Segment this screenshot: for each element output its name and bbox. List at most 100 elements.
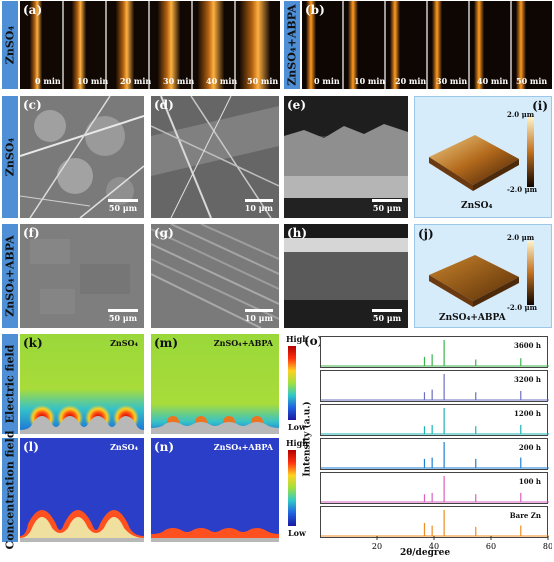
time-label: 0 min [35,76,61,86]
time-label: 0 min [314,76,340,86]
scale-bar-label: 50 μm [108,313,138,323]
optical-panel-a: (a) 0 min 10 min 20 min 30 min 40 min 50… [20,1,280,89]
panel-label-b: (b) [305,3,325,17]
side-label-text: ZnSO₄ [3,137,17,177]
afm-image-i [429,117,534,191]
side-label-text: ZnSO₄+ABPA [3,235,17,317]
xrd-series-plot [321,374,549,401]
panel-label-a: (a) [23,3,43,17]
xrd-series-panel: 100 h [320,472,549,504]
afm-panel-i: (i) 2.0 μm -2.0 μm ZnSO₄ [414,96,552,218]
scale-bar-e: 50 μm [372,199,402,213]
afm-scale-bottom: -2.0 μm [507,303,538,312]
panel-label-f: (f) [23,226,40,240]
xrd-series-label: 200 h [518,443,541,452]
xrd-series-plot [321,476,549,503]
panel-label-d: (d) [154,98,174,112]
sim-panel-k: (k) ZnSO₄ [20,334,144,434]
side-label-row1-right: ZnSO₄+ABPA [284,1,300,89]
afm-caption: ZnSO₄ [461,201,493,211]
afm-scale-bottom: -2.0 μm [507,185,538,194]
xrd-series-label: 100 h [518,477,541,486]
scale-bar-f: 50 μm [108,309,138,323]
xrd-series-panel: 1200 h [320,404,549,436]
sim-panel-m: (m) ZnSO₄+ABPA [151,334,279,434]
panel-label-j: (j) [418,227,434,241]
sim-title-n: ZnSO₄+ABPA [213,442,273,452]
scale-bar-d: 10 μm [245,199,273,213]
scale-bar-label: 50 μm [108,203,138,213]
xrd-series-label: 1200 h [513,409,541,418]
side-label-text: ZnSO₄+ABPA [285,4,299,86]
x-axis: 20 40 60 80 [372,536,552,551]
x-tick-label: 80 [543,542,552,551]
time-label: 10 min [77,76,109,86]
panel-label-g: (g) [154,226,174,240]
afm-scale-top: 2.0 μm [507,233,535,242]
panel-label-m: (m) [154,336,179,350]
scale-bar-label: 10 μm [244,203,273,213]
colorbar-high: High [286,438,309,448]
xrd-series-label: 3600 h [513,341,541,350]
sim-title-l: ZnSO₄ [110,442,138,452]
sem-image-e [284,96,408,218]
sim-title-m: ZnSO₄+ABPA [213,338,273,348]
x-tick-label: 20 [372,542,382,551]
panel-label-i: (i) [532,99,548,113]
side-label-row1-left: ZnSO₄ [2,1,18,89]
afm-caption: ZnSO₄+ABPA [439,313,506,323]
time-label: 20 min [395,76,427,86]
scale-bar-label: 50 μm [372,203,402,213]
panel-label-l: (l) [23,440,39,454]
scale-bar-c: 50 μm [108,199,138,213]
colorbar-high: High [286,334,309,344]
sem-panel-g: (g) 10 μm [151,224,279,328]
sem-image-d [151,96,279,218]
xrd-series-label: Bare Zn [509,511,541,520]
sim-panel-l: (l) ZnSO₄ [20,438,144,542]
panel-label-c: (c) [23,98,42,112]
colorbar-low: Low [288,422,306,432]
sem-panel-d: (d) 10 μm [151,96,279,218]
sem-panel-f: (f) 50 μm [20,224,144,328]
x-tick-label: 60 [486,542,496,551]
afm-panel-j: (j) 2.0 μm -2.0 μm ZnSO₄+ABPA [414,224,552,328]
colorbar-gradient [288,450,296,526]
xrd-series-label: 3200 h [513,375,541,384]
side-label-text: ZnSO₄ [3,25,17,65]
colorbar-electric: High Low [282,334,314,434]
panel-label-n: (n) [154,440,175,454]
sim-image-k [20,334,144,434]
scale-bar-label: 10 μm [244,313,273,323]
xrd-series-plot [321,510,549,537]
time-label: 50 min [247,76,279,86]
scale-bar-h: 50 μm [372,309,402,323]
sim-image-n [151,438,279,542]
xrd-series-panel: 3600 h [320,336,549,368]
side-label-text: Concentration field [3,430,17,550]
optical-image-a [20,1,280,89]
sem-panel-h: (h) 50 μm [284,224,408,328]
sim-image-l [20,438,144,542]
side-label-row5: Concentration field [2,430,18,550]
panel-label-o: (o) [304,334,324,348]
sim-panel-n: (n) ZnSO₄+ABPA [151,438,279,542]
colorbar-concentration: High Low [282,438,314,542]
sem-panel-e: (e) 50 μm [284,96,408,218]
colorbar-gradient [288,346,296,420]
afm-image-j [429,241,534,307]
time-label: 40 min [477,76,509,86]
optical-image-b [302,1,552,89]
side-label-row2: ZnSO₄ [2,96,18,218]
time-label: 30 min [163,76,195,86]
scale-bar-label: 50 μm [372,313,402,323]
xrd-series-plot [321,408,549,435]
time-label: 10 min [354,76,386,86]
panel-label-k: (k) [23,336,43,350]
time-label: 20 min [120,76,152,86]
x-tick-label: 40 [429,542,439,551]
time-label: 30 min [436,76,468,86]
x-axis-label: 2θ/degree [400,548,451,558]
time-label: 50 min [516,76,548,86]
